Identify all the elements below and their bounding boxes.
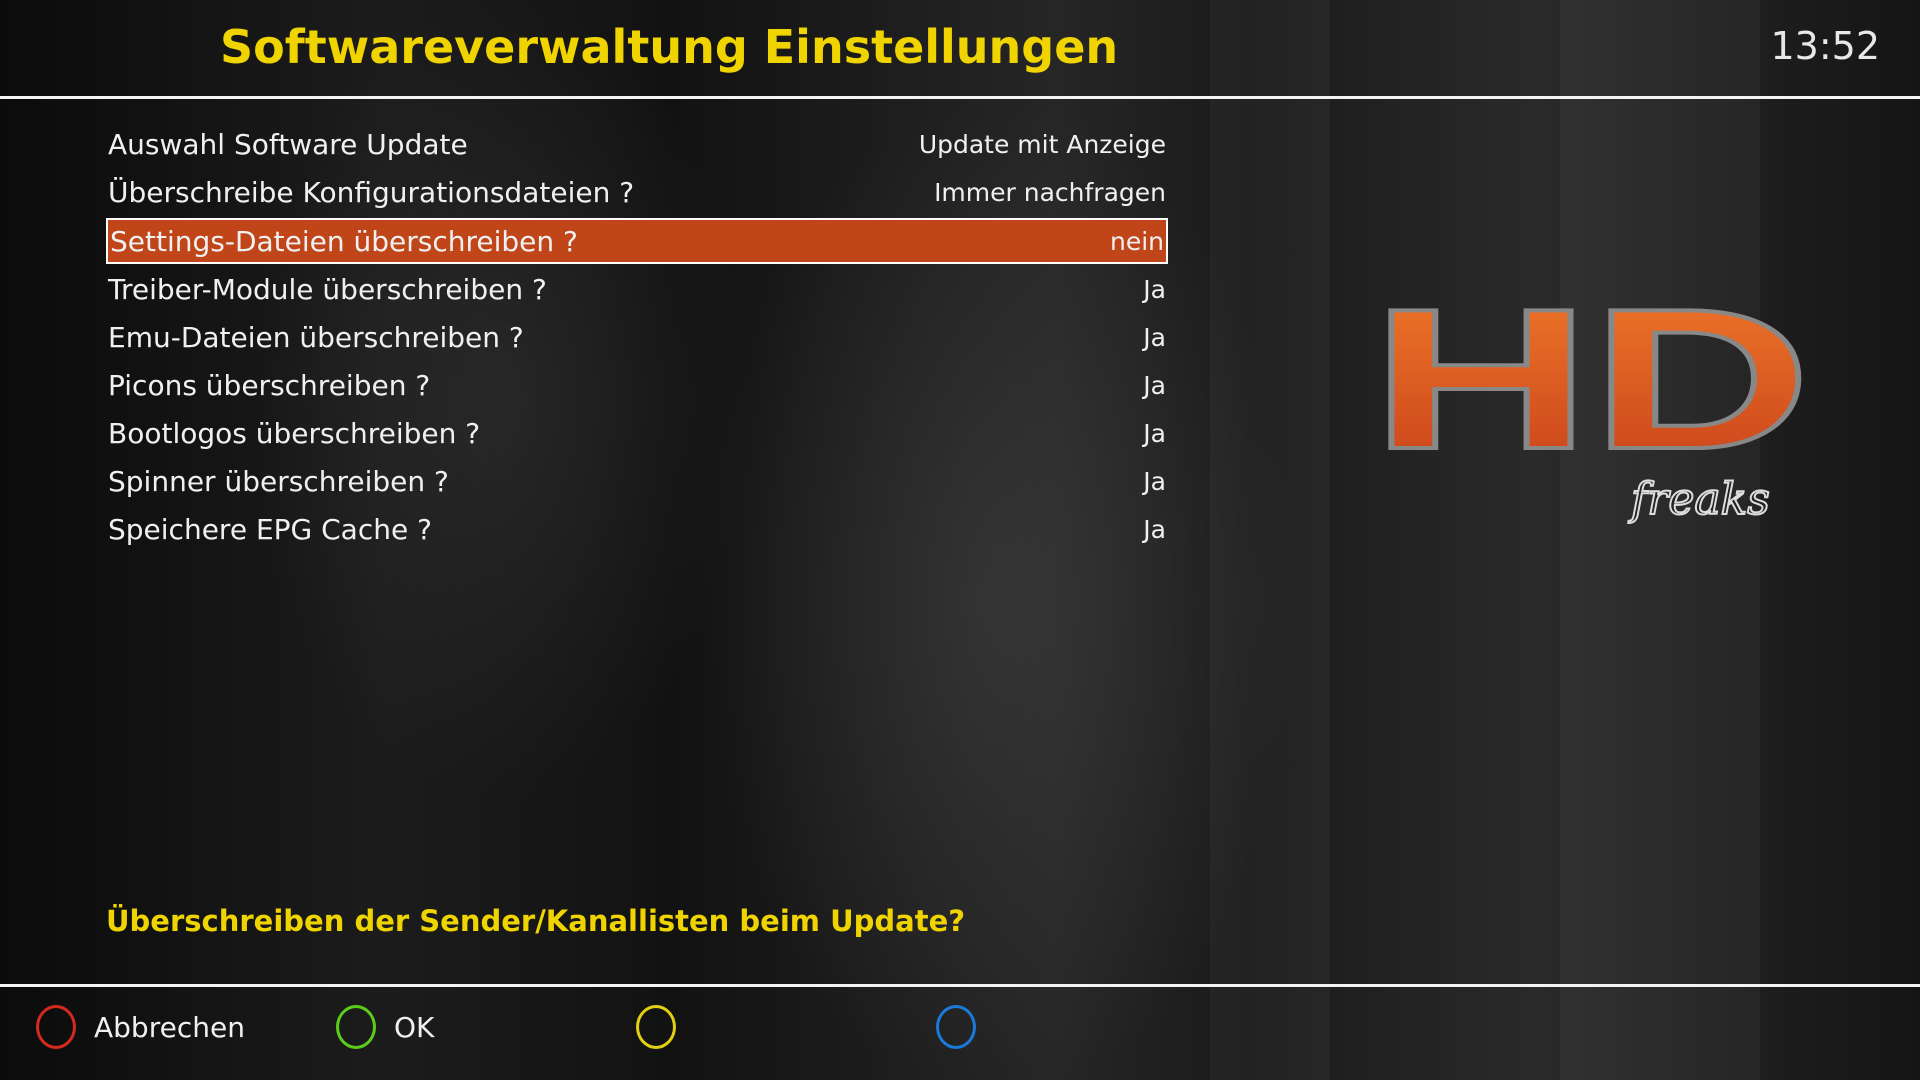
setting-value: Ja — [1143, 514, 1166, 544]
button-label: OK — [394, 1010, 435, 1044]
setting-label: Picons überschreiben ? — [108, 368, 431, 402]
setting-value: Ja — [1143, 370, 1166, 400]
setting-value: Ja — [1143, 466, 1166, 496]
green-button-ok[interactable]: OK — [336, 1005, 434, 1049]
setting-row-driver-modules[interactable]: Treiber-Module überschreiben ? Ja — [106, 266, 1168, 312]
setting-label: Spinner überschreiben ? — [108, 464, 449, 498]
clock: 13:52 — [1770, 24, 1880, 68]
setting-label: Auswahl Software Update — [108, 127, 468, 161]
setting-row-software-update[interactable]: Auswahl Software Update Update mit Anzeig… — [106, 121, 1168, 167]
help-text: Überschreiben der Sender/Kanallisten bei… — [106, 904, 966, 938]
setting-value: Update mit Anzeige — [918, 129, 1166, 159]
hd-freaks-logo: HD freaks — [1371, 288, 1813, 526]
setting-row-spinner[interactable]: Spinner überschreiben ? Ja — [106, 458, 1168, 504]
setting-value: Ja — [1143, 322, 1166, 352]
yellow-button[interactable] — [636, 1005, 676, 1049]
setting-label: Emu-Dateien überschreiben ? — [108, 320, 524, 354]
setting-label: Settings-Dateien überschreiben ? — [110, 224, 578, 258]
setting-value: nein — [1109, 226, 1164, 256]
button-label: Abbrechen — [94, 1010, 245, 1044]
red-button-cancel[interactable]: Abbrechen — [36, 1005, 245, 1049]
setting-row-epg-cache[interactable]: Speichere EPG Cache ? Ja — [106, 506, 1168, 552]
blue-button[interactable] — [936, 1005, 976, 1049]
setting-label: Treiber-Module überschreiben ? — [108, 272, 547, 306]
setting-row-config-files[interactable]: Überschreibe Konfigurationsdateien ? Imme… — [106, 169, 1168, 215]
logo-text: HD — [1371, 288, 1811, 491]
setting-label: Bootlogos überschreiben ? — [108, 416, 481, 450]
background-decor — [1210, 0, 1330, 1080]
setting-label: Speichere EPG Cache ? — [108, 512, 432, 546]
green-circle-icon — [336, 1005, 376, 1049]
setting-row-emu-files[interactable]: Emu-Dateien überschreiben ? Ja — [106, 314, 1168, 360]
background-decor — [1560, 0, 1760, 1080]
setting-value: Ja — [1143, 274, 1166, 304]
setting-row-bootlogos[interactable]: Bootlogos überschreiben ? Ja — [106, 410, 1168, 456]
red-circle-icon — [36, 1005, 76, 1049]
footer-divider — [0, 984, 1920, 987]
yellow-circle-icon — [636, 1005, 676, 1049]
header-divider — [0, 96, 1920, 99]
setting-label: Überschreibe Konfigurationsdateien ? — [108, 175, 635, 209]
setting-value: Ja — [1143, 418, 1166, 448]
page-title: Softwareverwaltung Einstellungen — [220, 20, 1119, 74]
setting-row-picons[interactable]: Picons überschreiben ? Ja — [106, 362, 1168, 408]
blue-circle-icon — [936, 1005, 976, 1049]
setting-row-settings-files[interactable]: Settings-Dateien überschreiben ? nein — [106, 218, 1168, 264]
setting-value: Immer nachfragen — [934, 177, 1166, 207]
logo-subtext: freaks — [1628, 474, 1770, 525]
